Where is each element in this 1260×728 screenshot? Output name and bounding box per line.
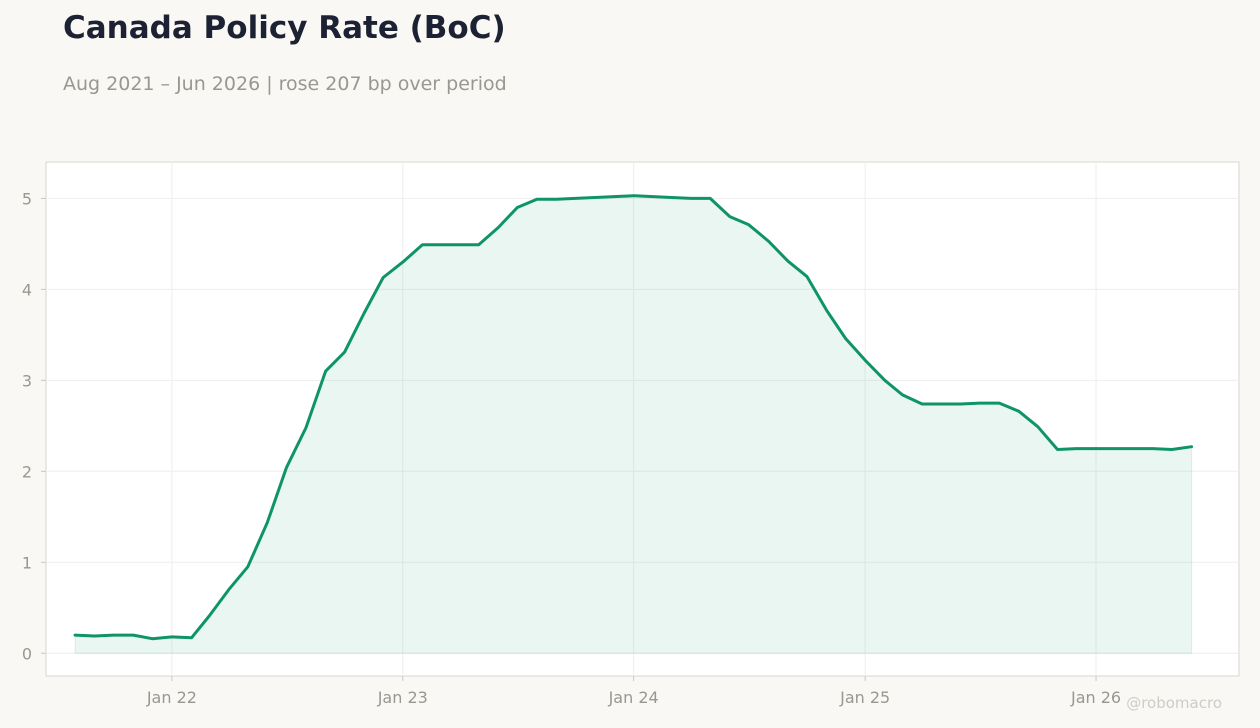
data-point	[74, 634, 77, 637]
watermark: @robomacro	[1126, 694, 1222, 712]
y-tick-label: 3	[22, 371, 32, 390]
data-point	[747, 223, 750, 226]
data-point	[112, 634, 115, 637]
y-tick-label: 0	[22, 644, 32, 663]
data-point	[208, 615, 211, 618]
series-line	[73, 194, 1194, 641]
data-point	[132, 634, 135, 637]
data-point	[227, 588, 230, 591]
data-point	[901, 393, 904, 396]
data-point	[1095, 447, 1098, 450]
data-point	[363, 312, 366, 315]
data-point	[1190, 445, 1193, 448]
y-tick-label: 1	[22, 553, 32, 572]
data-point	[439, 243, 442, 246]
data-point	[574, 197, 577, 200]
chart-title: Canada Policy Rate (BoC)	[63, 10, 506, 46]
data-point	[787, 260, 790, 263]
data-point	[516, 206, 519, 209]
data-point	[1170, 448, 1173, 451]
data-point	[535, 198, 538, 201]
x-axis: Jan 22 Jan 23 Jan 24 Jan 25 Jan 26	[146, 676, 1121, 707]
data-point	[844, 337, 847, 340]
y-tick-label: 4	[22, 280, 32, 299]
data-point	[93, 635, 96, 638]
data-point	[458, 243, 461, 246]
y-tick-label: 2	[22, 462, 32, 481]
data-point	[959, 403, 962, 406]
x-tick-label: Jan 24	[608, 688, 659, 707]
data-point	[1075, 447, 1078, 450]
data-point	[690, 197, 693, 200]
x-tick-label: Jan 26	[1070, 688, 1121, 707]
data-point	[421, 243, 424, 246]
data-point	[883, 379, 886, 382]
data-point	[497, 226, 500, 229]
data-point	[1036, 425, 1039, 428]
x-tick-label: Jan 22	[146, 688, 197, 707]
data-point	[1114, 447, 1117, 450]
data-point	[324, 370, 327, 373]
data-point	[1132, 447, 1135, 450]
data-point	[285, 466, 288, 469]
data-point	[978, 402, 981, 405]
data-point	[266, 521, 269, 524]
data-point	[632, 194, 635, 197]
data-point	[728, 215, 731, 218]
plot-background	[45, 161, 1240, 677]
data-point	[613, 195, 616, 198]
data-point	[1017, 410, 1020, 413]
data-point	[170, 635, 173, 638]
data-point	[477, 243, 480, 246]
data-point	[921, 403, 924, 406]
data-point	[305, 426, 308, 429]
x-tick-label: Jan 25	[839, 688, 890, 707]
data-point	[1152, 447, 1155, 450]
data-point	[940, 403, 943, 406]
data-point	[190, 636, 193, 639]
data-point	[670, 196, 673, 199]
data-point	[555, 198, 558, 201]
y-tick-label: 5	[22, 189, 32, 208]
data-point	[246, 565, 249, 568]
chart-subtitle: Aug 2021 – Jun 2026 | rose 207 bp over p…	[63, 73, 507, 95]
data-point	[652, 195, 655, 198]
x-tick-label: Jan 23	[377, 688, 428, 707]
data-point	[709, 197, 712, 200]
data-point	[864, 359, 867, 362]
data-point	[401, 261, 404, 264]
data-point	[806, 275, 809, 278]
data-point	[594, 196, 597, 199]
data-point	[343, 351, 346, 354]
data-point	[382, 276, 385, 279]
data-point	[825, 309, 828, 312]
data-point	[767, 240, 770, 243]
grid	[46, 162, 1239, 676]
data-point	[151, 637, 154, 640]
y-axis: 0 1 2 3 4 5	[22, 189, 46, 663]
data-point	[1056, 448, 1059, 451]
data-point	[998, 402, 1001, 405]
